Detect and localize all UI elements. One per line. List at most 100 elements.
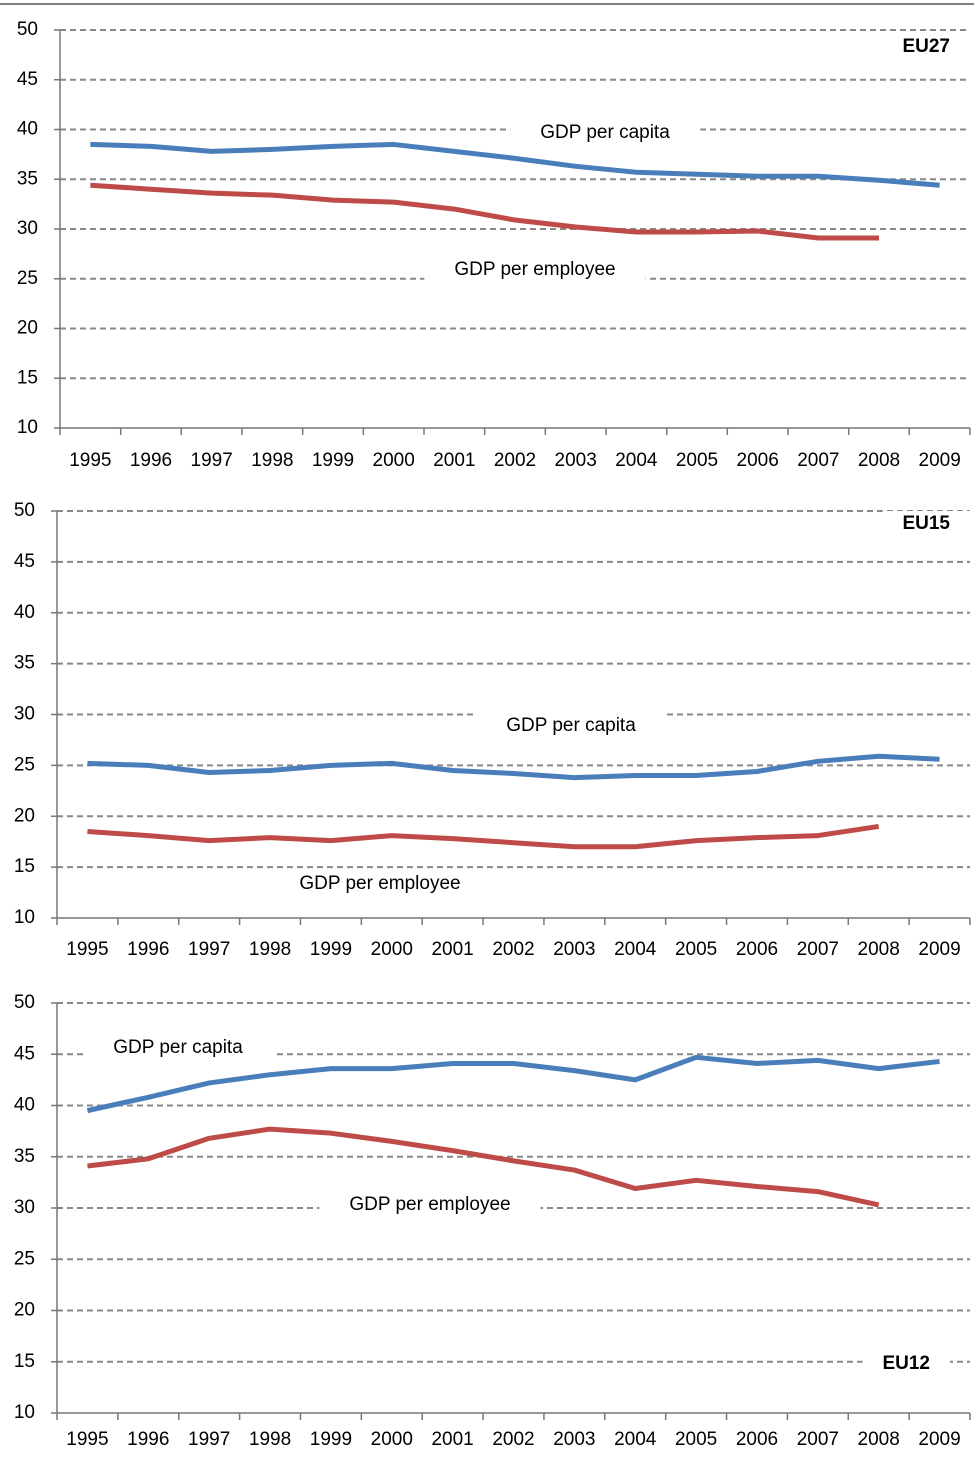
y-tick-label: 15 [14, 1351, 35, 1372]
y-tick-label: 30 [14, 1197, 35, 1218]
y-tick-label: 25 [14, 754, 35, 775]
x-tick-label: 2003 [553, 939, 595, 960]
y-tick-label: 50 [14, 500, 35, 521]
x-tick-label: 1999 [310, 939, 352, 960]
y-tick-label: 35 [14, 1146, 35, 1167]
series-label: GDP per employee [349, 1194, 510, 1215]
y-tick-label: 35 [14, 653, 35, 674]
y-tick-label: 25 [14, 1248, 35, 1269]
title-background [862, 1351, 950, 1377]
chart-title: EU12 [882, 1353, 930, 1374]
series-label-background [510, 120, 701, 146]
panel: 10 15 20 25 30 35 40 45 50 1995 1996 1997 1998 1999 20… [17, 19, 971, 471]
x-tick-label: 2002 [494, 450, 536, 471]
series-label: GDP per employee [454, 259, 615, 280]
x-tick-label: 2004 [614, 939, 657, 960]
y-tick-label: 45 [17, 69, 38, 90]
x-tick-label: 1999 [310, 1429, 352, 1450]
x-tick-label: 1995 [66, 1429, 108, 1450]
x-tick-label: 1998 [249, 939, 291, 960]
x-tick-label: 2009 [918, 939, 960, 960]
chart-title: EU15 [902, 513, 950, 534]
x-tick-label: 2007 [797, 939, 839, 960]
y-tick-label: 10 [14, 907, 35, 928]
y-tick-label: 40 [14, 1095, 35, 1116]
x-tick-label: 1996 [130, 450, 172, 471]
y-tick-label: 50 [14, 992, 35, 1013]
series-label: GDP per capita [540, 122, 670, 143]
y-tick-label: 10 [14, 1402, 35, 1423]
series-line [90, 182, 879, 241]
x-tick-label: 1995 [66, 939, 108, 960]
x-tick-label: 1997 [188, 1429, 230, 1450]
x-tick-label: 2008 [858, 939, 900, 960]
x-tick-label: 2004 [615, 450, 658, 471]
y-tick-label: 15 [17, 367, 38, 388]
x-tick-label: 2001 [433, 450, 475, 471]
x-tick-label: 2007 [797, 1429, 839, 1450]
y-tick-label: 40 [14, 602, 35, 623]
series-label-background [269, 871, 491, 897]
y-tick-label: 35 [17, 168, 38, 189]
x-tick-label: 1998 [249, 1429, 291, 1450]
x-tick-label: 1995 [69, 450, 111, 471]
x-tick-label: 2000 [373, 450, 415, 471]
y-tick-label: 50 [17, 19, 38, 40]
x-tick-label: 2009 [918, 1429, 960, 1450]
x-tick-label: 2000 [371, 939, 413, 960]
x-tick-label: 1997 [191, 450, 233, 471]
x-tick-label: 2005 [675, 1429, 717, 1450]
series-line [86, 1054, 940, 1114]
x-tick-label: 2002 [492, 1429, 534, 1450]
x-tick-label: 2004 [614, 1429, 657, 1450]
series-line [90, 141, 940, 188]
x-tick-label: 2002 [492, 939, 534, 960]
y-tick-label: 45 [14, 1043, 35, 1064]
title-background [882, 511, 971, 537]
x-tick-label: 2009 [919, 450, 961, 471]
y-tick-label: 45 [14, 551, 35, 572]
x-tick-label: 2000 [371, 1429, 413, 1450]
x-tick-label: 2006 [737, 450, 779, 471]
y-tick-label: 40 [17, 119, 38, 140]
series-line [87, 823, 880, 850]
y-tick-label: 20 [17, 318, 38, 339]
x-tick-label: 2003 [553, 1429, 595, 1450]
series-label: GDP per capita [506, 715, 636, 736]
panel: 10 15 20 25 30 35 40 45 50 1995 1996 1997 1998 1999 20… [14, 500, 971, 960]
series-label: GDP per capita [113, 1037, 243, 1058]
x-tick-label: 2008 [858, 450, 900, 471]
x-tick-label: 1998 [251, 450, 293, 471]
x-tick-label: 2006 [736, 939, 778, 960]
series-label-background [319, 1192, 541, 1218]
y-tick-label: 30 [14, 704, 35, 725]
x-tick-label: 1999 [312, 450, 354, 471]
x-tick-label: 1996 [127, 1429, 169, 1450]
chart-title: EU27 [902, 36, 950, 57]
series-line [87, 1126, 880, 1208]
x-tick-label: 1997 [188, 939, 230, 960]
x-tick-label: 2005 [676, 450, 718, 471]
series-label-background [424, 257, 646, 283]
y-tick-label: 15 [14, 856, 35, 877]
y-tick-label: 25 [17, 268, 38, 289]
x-tick-label: 2007 [797, 450, 839, 471]
x-tick-label: 1996 [127, 939, 169, 960]
panel: 10 15 20 25 30 35 40 45 50 1995 1996 1997 1998 1999 20… [14, 992, 971, 1450]
series-line [87, 753, 940, 781]
y-tick-label: 30 [17, 218, 38, 239]
series-label: GDP per employee [299, 873, 460, 894]
y-tick-label: 20 [14, 805, 35, 826]
y-tick-label: 10 [17, 417, 38, 438]
x-tick-label: 2005 [675, 939, 717, 960]
series-label-background [476, 713, 667, 739]
x-tick-label: 2008 [858, 1429, 900, 1450]
title-background [882, 34, 970, 60]
x-tick-label: 2006 [736, 1429, 778, 1450]
x-tick-label: 2001 [431, 939, 473, 960]
y-tick-label: 20 [14, 1300, 35, 1321]
series-label-background [83, 1035, 274, 1061]
x-tick-label: 2003 [555, 450, 597, 471]
x-tick-label: 2001 [431, 1429, 473, 1450]
